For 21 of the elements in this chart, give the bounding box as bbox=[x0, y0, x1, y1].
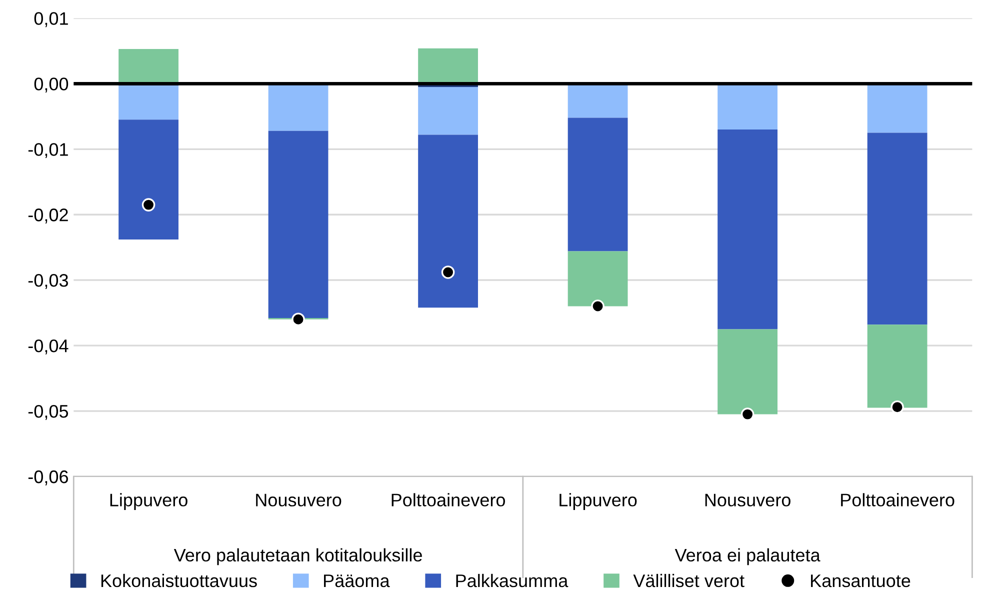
legend-label: Pääoma bbox=[324, 574, 390, 588]
x-tick-label: Lippuvero bbox=[560, 493, 637, 510]
x-tick-label: Nousuvero bbox=[705, 494, 790, 506]
legend-label: Palkkasumma bbox=[456, 574, 568, 588]
legend-label: Kokonaistuottavuus bbox=[101, 574, 257, 588]
text: Veroa ei palauteta bbox=[674, 548, 820, 566]
legend-label: Välilliset verot bbox=[633, 574, 744, 588]
x-tick-label: Nousuvero bbox=[256, 494, 342, 506]
y-tick-label: -0,05 bbox=[28, 404, 68, 420]
legend-label: Kansantuote bbox=[811, 574, 910, 588]
x-tick-label: Polttoainevero bbox=[392, 493, 505, 506]
x-tick-label: Polttoainevero bbox=[841, 493, 954, 506]
y-tick-label: -0,02 bbox=[28, 208, 68, 224]
y-tick-label: 0,00 bbox=[34, 78, 68, 93]
x-tick-label: Lippuvero bbox=[110, 493, 188, 510]
y-tick-label: 0,01 bbox=[34, 12, 68, 28]
y-tick-label: -0,06 bbox=[28, 470, 68, 486]
y-tick-label: -0,03 bbox=[28, 274, 68, 289]
text: Vero palautetaan kotitalouksille bbox=[174, 548, 422, 566]
y-tick-label: -0,04 bbox=[28, 339, 68, 354]
y-tick-label: -0,01 bbox=[28, 143, 68, 158]
